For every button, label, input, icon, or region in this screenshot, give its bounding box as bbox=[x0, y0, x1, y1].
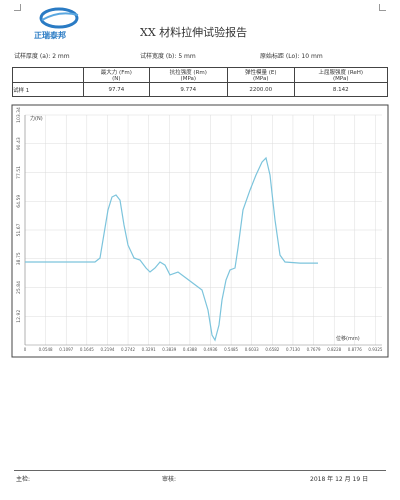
y-tick-label: 64.59 bbox=[16, 195, 22, 208]
cell: 试样 1 bbox=[12, 82, 84, 97]
x-tick-label: 0.8776 bbox=[348, 347, 362, 352]
report-date: 2018 年 12 月 19 日 bbox=[310, 476, 369, 483]
reviewer-label: 审核: bbox=[162, 476, 177, 483]
column-unit: (MPa) bbox=[333, 76, 349, 82]
y-tick-label: 103.34 bbox=[16, 107, 22, 123]
chart: 力(N) 位移(mm) 12.92 25.84 38.75 51.67 64.59 77.… bbox=[11, 104, 389, 358]
x-tick-label: 0.6582 bbox=[265, 347, 279, 352]
x-tick-label: 0.7679 bbox=[307, 347, 321, 352]
column-unit: (MPa) bbox=[180, 76, 197, 82]
data-row: 试样 1 97.74 9.774 2200.00 8.142 bbox=[12, 82, 389, 97]
x-tick-label: 0.1097 bbox=[59, 347, 73, 352]
y-tick-label: 25.84 bbox=[16, 281, 22, 294]
column-name: 弹性模量 (E) bbox=[244, 70, 277, 76]
logo-mark bbox=[39, 7, 79, 29]
x-tick-label: 0.7130 bbox=[286, 347, 300, 352]
column-unit: (MPa) bbox=[252, 76, 269, 82]
column-unit: (N) bbox=[112, 76, 121, 82]
header-row: 最大力 (Fm) (N) 抗拉强度 (Rm) (MPa) 弹性模量 (E) (MPa)… bbox=[12, 67, 389, 83]
force-curve bbox=[25, 156, 318, 342]
y-tick-label: 12.92 bbox=[16, 310, 22, 323]
margin-mark bbox=[379, 4, 386, 11]
info-item: 试样宽度 (b): 5 mm bbox=[140, 53, 196, 60]
cell: 9.774 bbox=[148, 82, 228, 97]
x-axis-label: 位移(mm) bbox=[336, 335, 360, 342]
cell: 97.74 bbox=[83, 82, 150, 97]
inspector-label: 主检: bbox=[16, 476, 31, 483]
cell: 8.142 bbox=[293, 82, 389, 97]
x-tick-label: 0.2194 bbox=[100, 347, 114, 352]
column-name: 最大力 (Fm) bbox=[100, 70, 132, 76]
x-tick-label: 0.9325 bbox=[368, 347, 382, 352]
report-title: XX 材料拉伸试验报告 bbox=[140, 26, 248, 39]
x-tick-label: 0.0548 bbox=[39, 347, 53, 352]
x-tick-label: 0.3291 bbox=[142, 347, 156, 352]
x-tick-label: 0.3839 bbox=[162, 347, 176, 352]
y-tick-label: 38.75 bbox=[16, 252, 22, 265]
x-tick-label: 0.6033 bbox=[245, 347, 259, 352]
x-tick-label: 0.4388 bbox=[183, 347, 197, 352]
y-tick-label: 51.67 bbox=[16, 223, 22, 236]
chart-frame bbox=[11, 104, 389, 358]
x-tick-label: 0 bbox=[24, 347, 27, 352]
x-tick-label: 0.2742 bbox=[121, 347, 135, 352]
header-cell: 抗拉强度 (Rm) (MPa) bbox=[148, 67, 228, 83]
x-tick-label: 0.4936 bbox=[203, 347, 217, 352]
logo-text: 正瑞泰邦 bbox=[34, 31, 66, 40]
info-item: 试样厚度 (a): 2 mm bbox=[14, 53, 70, 60]
y-tick-label: 90.43 bbox=[16, 137, 22, 150]
column-name: 上屈服强度 (ReH) bbox=[318, 70, 364, 76]
y-axis-label: 力(N) bbox=[30, 115, 43, 122]
x-tick-label: 0.1645 bbox=[80, 347, 94, 352]
y-tick-label: 77.51 bbox=[16, 166, 22, 179]
x-tick-label: 0.8228 bbox=[327, 347, 341, 352]
margin-mark bbox=[14, 4, 21, 11]
result-table: 最大力 (Fm) (N) 抗拉强度 (Rm) (MPa) 弹性模量 (E) (MPa)… bbox=[12, 67, 389, 97]
x-tick-label: 0.5485 bbox=[224, 347, 238, 352]
column-name: 抗拉强度 (Rm) bbox=[169, 70, 207, 76]
info-item: 原始标距 (Lo): 10 mm bbox=[260, 53, 323, 60]
footer-rule bbox=[14, 470, 386, 471]
